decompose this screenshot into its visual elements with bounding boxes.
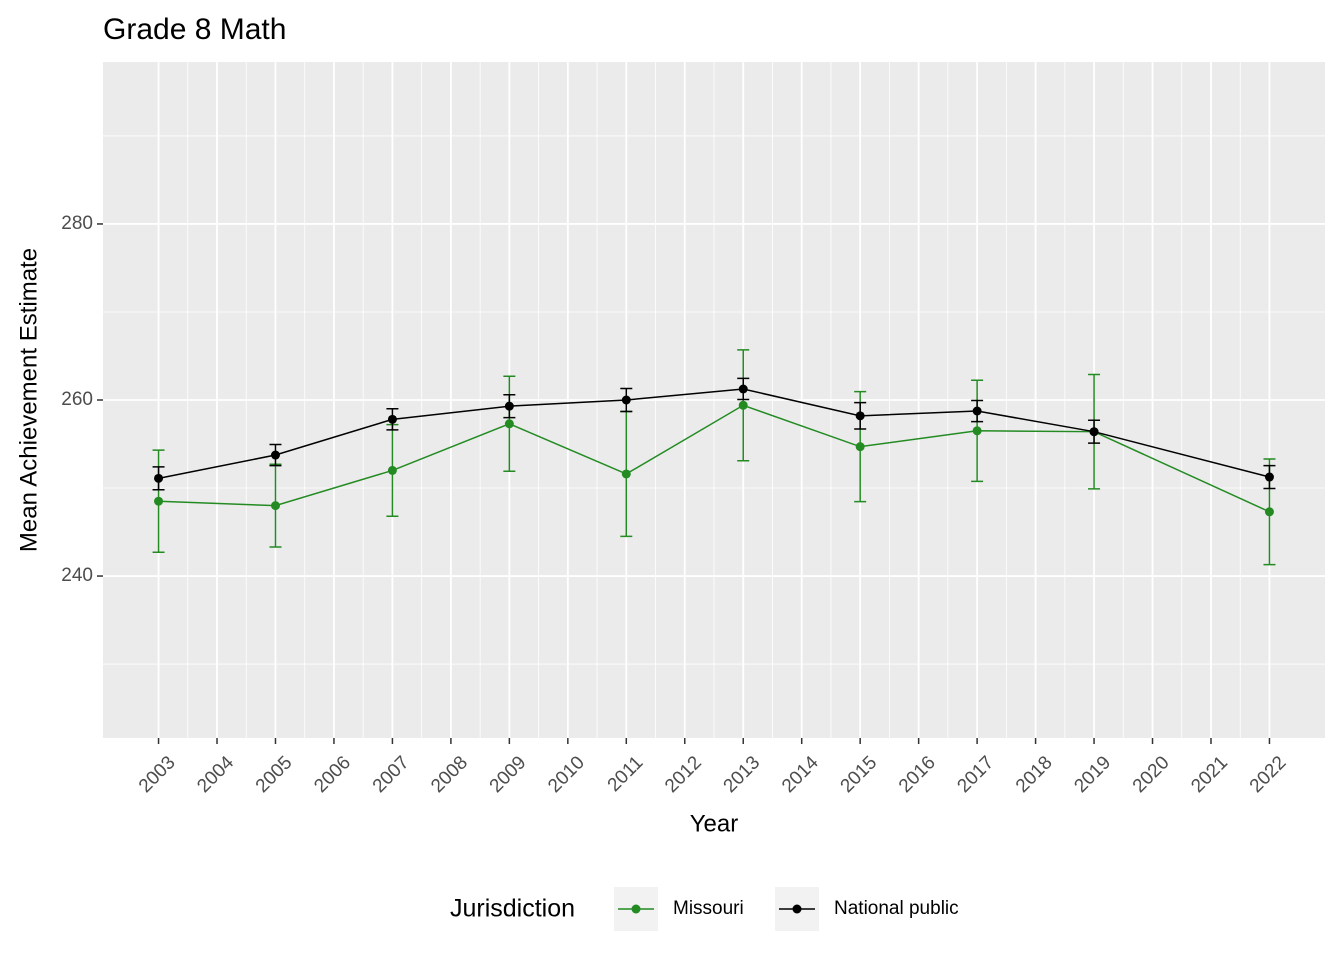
x-tick-label: 2009 [486,752,531,797]
x-tick-label: 2013 [720,752,765,797]
point [738,400,748,410]
x-tick-label: 2022 [1246,752,1291,797]
point [855,442,865,452]
y-tick-label: 280 [61,213,93,234]
point [1264,472,1274,482]
point [972,426,982,436]
legend-point [792,904,802,914]
legend-label: National public [834,898,959,919]
point [1264,507,1274,517]
series [152,377,1276,491]
point [621,395,631,405]
x-tick-label: 2006 [310,752,355,797]
x-tick-label: 2015 [837,752,882,797]
legend-label: Missouri [673,898,744,919]
x-tick-label: 2014 [778,752,823,797]
y-tick-label: 240 [61,565,93,586]
y-tick-label: 260 [61,389,93,410]
x-tick-label: 2003 [135,752,180,797]
x-tick-label: 2017 [953,752,998,797]
x-tick-label: 2010 [544,752,589,797]
x-tick-label: 2004 [193,752,238,797]
point [270,501,280,511]
point [154,496,164,506]
x-tick-label: 2016 [895,752,940,797]
point [621,469,631,479]
x-tick-label: 2005 [252,752,297,797]
line [158,388,1270,480]
point [972,406,982,416]
y-axis-title: Mean Achievement Estimate [15,248,42,552]
point [270,450,280,460]
point [504,419,514,429]
x-tick-label: 2007 [369,752,414,797]
x-tick-label: 2019 [1070,752,1115,797]
point [154,473,164,483]
point [387,465,397,475]
point [387,414,397,424]
legend-title: Jurisdiction [450,895,575,923]
x-tick-label: 2018 [1012,752,1057,797]
point [504,401,514,411]
point [1089,427,1099,437]
x-tick-label: 2021 [1187,752,1232,797]
line [158,404,1270,513]
legend-point [631,904,641,914]
x-tick-label: 2011 [604,752,648,796]
point [855,411,865,421]
x-tick-label: 2012 [661,752,706,797]
chart-title: Grade 8 Math [103,13,286,46]
point [738,384,748,394]
x-axis-title: Year [690,810,739,837]
x-tick-label: 2008 [427,752,472,797]
x-tick-label: 2020 [1129,752,1174,797]
series [152,349,1276,566]
